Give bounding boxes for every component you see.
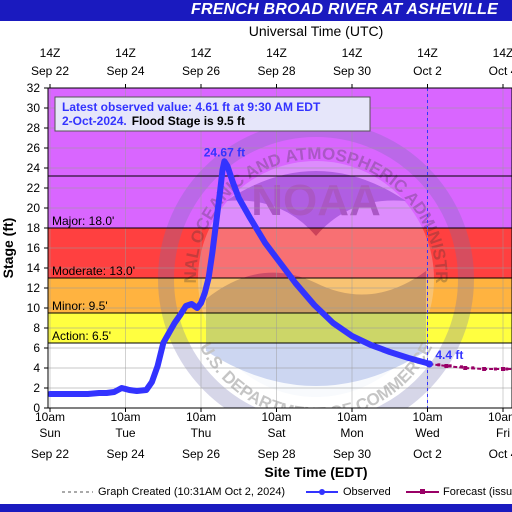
y-axis-title: Stage (ft) [0, 218, 16, 279]
forecast-line [429, 363, 512, 370]
bottom-tick-time: 10am [412, 410, 442, 424]
top-tick-date: Sep 30 [333, 64, 371, 78]
x-axis-title: Site Time (EDT) [264, 464, 367, 480]
threshold-label-action: Action: 6.5' [52, 329, 111, 343]
bottom-tick-time: 10am [261, 410, 291, 424]
y-tick-label: 6 [33, 341, 40, 355]
legend-graph-created: Graph Created (10:31AM Oct 2, 2024) [98, 486, 286, 498]
bottom-tick-date: Sep 26 [182, 447, 220, 461]
info-box-frame [54, 96, 371, 132]
noaa-seal-inner [198, 161, 434, 397]
y-tick-label: 0 [33, 401, 40, 415]
top-tick-hour: 14Z [493, 46, 512, 60]
top-tick-date: Sep 28 [257, 64, 295, 78]
noaa-seal-center-text: NOAA [251, 176, 381, 225]
forecast-point [482, 367, 486, 371]
y-tick-label: 2 [33, 381, 40, 395]
y-tick-label: 30 [27, 101, 41, 115]
y-tick-label: 14 [27, 261, 41, 275]
bottom-tick-time: 10am [110, 410, 140, 424]
forecast-point [448, 364, 452, 368]
legend-forecast-marker [420, 489, 425, 494]
bottom-tick-date: Oct 4 [489, 447, 512, 461]
forecast-point [505, 367, 509, 371]
bottom-tick-day: Wed [415, 426, 439, 440]
top-axis-title: Universal Time (UTC) [249, 23, 384, 39]
hydrograph-chart: Universal Time (UTC) NATIONAL OCEANIC AN… [0, 23, 512, 480]
bottom-tick-day: Sun [39, 426, 60, 440]
y-tick-label: 4 [33, 361, 40, 375]
info-line-1: Latest observed value: 4.61 ft at 9:30 A… [62, 100, 321, 114]
threshold-label-moderate: Moderate: 13.0' [52, 264, 135, 278]
info-box: Latest observed value: 4.61 ft at 9:30 A… [54, 96, 371, 132]
y-tick-label: 16 [27, 241, 41, 255]
legend-forecast: Forecast (issu [443, 486, 512, 498]
y-tick-label: 20 [27, 201, 41, 215]
bottom-tick-date: Sep 30 [333, 447, 371, 461]
threshold-label-major: Major: 18.0' [52, 214, 114, 228]
forecast-point [493, 367, 497, 371]
threshold-label-minor: Minor: 9.5' [52, 299, 108, 313]
legend-observed-marker [319, 489, 325, 495]
bottom-tick-day: Sat [267, 426, 286, 440]
y-tick-label: 12 [27, 281, 41, 295]
peak-label: 24.67 ft [204, 145, 245, 159]
bottom-tick-time: 10am [488, 410, 512, 424]
observed-line [48, 158, 433, 397]
forecast-point [501, 367, 505, 371]
top-tick-hour: 14Z [115, 46, 136, 60]
forecast-point [463, 366, 468, 370]
legend-markers [62, 489, 439, 495]
bottom-tick-day: Fri [496, 426, 510, 440]
y-tick-label: 32 [27, 81, 41, 95]
top-tick-hour: 14Z [40, 46, 61, 60]
y-tick-label: 8 [33, 321, 40, 335]
band-minor [48, 278, 512, 313]
top-tick-date: Sep 24 [106, 64, 144, 78]
top-tick-date: Oct 2 [413, 64, 442, 78]
axes: 24.67 ft4.4 ft02468101214161820222426283… [27, 46, 512, 461]
top-tick-hour: 14Z [417, 46, 438, 60]
chart-title: FRENCH BROAD RIVER AT ASHEVILLE [191, 1, 498, 18]
y-tick-label: 22 [27, 181, 41, 195]
y-tick-label: 28 [27, 121, 41, 135]
flood-band-labels: Action: 6.5' Minor: 9.5' Moderate: 13.0' Ma… [48, 175, 512, 344]
top-tick-hour: 14Z [191, 46, 212, 60]
bottom-tick-day: Thu [191, 426, 212, 440]
bottom-tick-day: Tue [115, 426, 136, 440]
bottom-bar [0, 504, 512, 512]
y-tick-label: 26 [27, 141, 41, 155]
bottom-tick-date: Sep 22 [31, 447, 69, 461]
bottom-tick-date: Sep 28 [257, 447, 295, 461]
title-bar: FRENCH BROAD RIVER AT ASHEVILLE [0, 0, 512, 21]
top-tick-date: Oct 4 [489, 64, 512, 78]
top-tick-date: Sep 26 [182, 64, 220, 78]
bottom-tick-time: 10am [337, 410, 367, 424]
forecast-point [471, 366, 475, 370]
latest-label: 4.4 ft [435, 348, 463, 362]
noaa-seal-bird [226, 171, 406, 236]
info-line-2: 2-Oct-2024. Flood Stage is 9.5 ft [62, 114, 245, 128]
bottom-tick-time: 10am [35, 410, 65, 424]
forecast-point [437, 363, 441, 367]
forecast-point [459, 365, 463, 369]
top-tick-hour: 14Z [266, 46, 287, 60]
bottom-tick-date: Sep 24 [106, 447, 144, 461]
band-moderate [48, 228, 512, 278]
bottom-tick-day: Mon [340, 426, 363, 440]
series-layer [48, 88, 512, 408]
bottom-tick-time: 10am [186, 410, 216, 424]
forecast-point [444, 364, 449, 368]
top-tick-date: Sep 22 [31, 64, 69, 78]
bottom-tick-date: Oct 2 [413, 447, 442, 461]
y-tick-label: 24 [27, 161, 41, 175]
legend-observed: Observed [343, 486, 391, 498]
latest-point [425, 360, 433, 368]
y-tick-label: 18 [27, 221, 41, 235]
top-tick-hour: 14Z [342, 46, 363, 60]
y-tick-label: 10 [27, 301, 41, 315]
legend: Graph Created (10:31AM Oct 2, 2024) Obse… [0, 482, 512, 504]
